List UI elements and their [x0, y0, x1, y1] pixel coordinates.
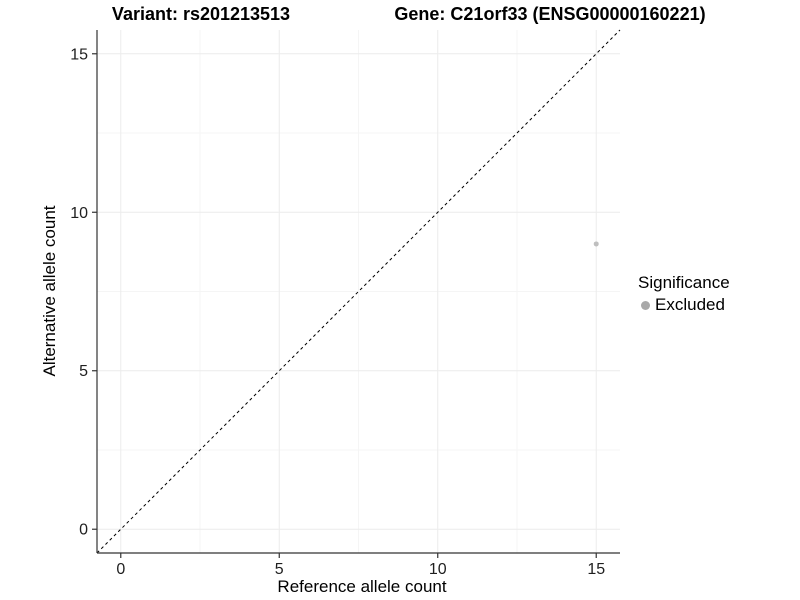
x-axis-label: Reference allele count — [277, 577, 447, 596]
plot-title-gene: Gene: C21orf33 (ENSG00000160221) — [394, 4, 706, 24]
legend-entry-label: Excluded — [655, 295, 725, 314]
data-point — [593, 241, 599, 247]
x-tick-label: 5 — [275, 561, 284, 578]
legend-title: Significance — [638, 273, 730, 292]
x-tick-label: 0 — [116, 561, 125, 578]
legend: Significance Excluded — [638, 272, 730, 315]
legend-entry-excluded: Excluded — [641, 295, 730, 315]
y-tick-label: 15 — [70, 46, 88, 63]
x-tick-label: 15 — [587, 561, 605, 578]
legend-key-dot — [641, 300, 650, 310]
y-tick-label: 0 — [79, 522, 88, 539]
x-tick-label: 10 — [429, 561, 447, 578]
plot-title-variant: Variant: rs201213513 — [111, 4, 291, 24]
y-tick-label: 10 — [70, 205, 88, 222]
y-axis-label: Alternative allele count — [40, 205, 59, 377]
y-tick-label: 5 — [79, 363, 88, 380]
